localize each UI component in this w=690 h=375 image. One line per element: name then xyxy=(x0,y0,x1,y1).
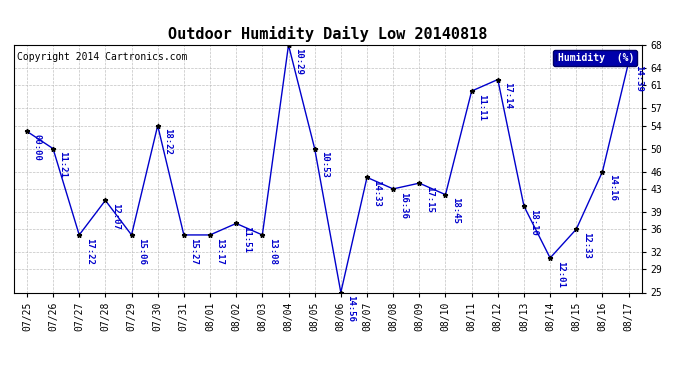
Text: 11:51: 11:51 xyxy=(241,226,250,253)
Text: 14:39: 14:39 xyxy=(634,65,643,92)
Text: 12:33: 12:33 xyxy=(582,232,591,259)
Text: 13:08: 13:08 xyxy=(268,238,277,265)
Text: 00:00: 00:00 xyxy=(32,134,41,161)
Text: Copyright 2014 Cartronics.com: Copyright 2014 Cartronics.com xyxy=(17,53,187,62)
Text: 10:53: 10:53 xyxy=(320,152,329,178)
Text: 11:21: 11:21 xyxy=(59,152,68,178)
Text: 18:10: 18:10 xyxy=(529,209,538,236)
Text: 17:22: 17:22 xyxy=(85,238,94,265)
Text: 13:17: 13:17 xyxy=(215,238,224,265)
Text: 15:06: 15:06 xyxy=(137,238,146,265)
Text: 12:01: 12:01 xyxy=(555,261,564,288)
Text: 18:22: 18:22 xyxy=(164,128,172,155)
Text: 14:56: 14:56 xyxy=(346,295,355,322)
Text: 14:16: 14:16 xyxy=(608,174,617,201)
Text: 17:14: 17:14 xyxy=(504,82,513,109)
Text: 18:45: 18:45 xyxy=(451,197,460,224)
Text: 16:36: 16:36 xyxy=(399,192,408,219)
Title: Outdoor Humidity Daily Low 20140818: Outdoor Humidity Daily Low 20140818 xyxy=(168,27,487,42)
Text: 17:15: 17:15 xyxy=(425,186,434,213)
Text: 10:29: 10:29 xyxy=(294,48,303,75)
Text: 12:07: 12:07 xyxy=(111,203,120,230)
Legend: Humidity  (%): Humidity (%) xyxy=(553,50,637,66)
Text: 11:11: 11:11 xyxy=(477,94,486,121)
Text: 14:33: 14:33 xyxy=(373,180,382,207)
Text: 15:27: 15:27 xyxy=(190,238,199,265)
